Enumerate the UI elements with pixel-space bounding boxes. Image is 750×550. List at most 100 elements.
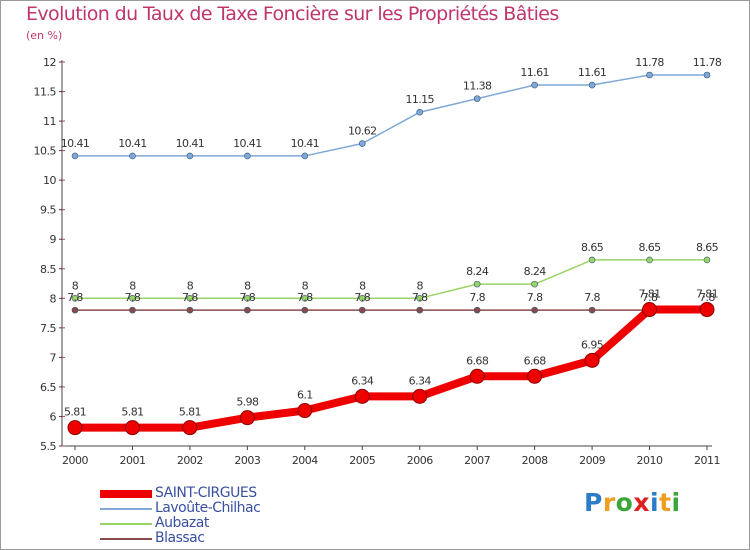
legend-swatch (100, 538, 152, 540)
data-label: 10.41 (233, 137, 262, 150)
data-point (358, 306, 366, 314)
x-tick-label: 2010 (637, 454, 663, 467)
data-point (469, 368, 485, 384)
data-point (531, 81, 538, 89)
x-tick-label: 2011 (694, 454, 720, 467)
chart-title: Evolution du Taux de Taxe Foncière sur l… (26, 3, 559, 25)
data-label: 7.8 (699, 291, 715, 304)
data-point (124, 420, 140, 436)
y-tick-label: 5.5 (40, 440, 56, 453)
data-label: 8.24 (466, 265, 489, 278)
data-point (642, 302, 658, 318)
data-label: 7.8 (584, 291, 600, 304)
data-label: 7.81 (638, 288, 660, 301)
data-label: 10.41 (176, 137, 205, 150)
data-label: 6.68 (466, 354, 489, 367)
data-point (588, 306, 596, 314)
data-point (182, 420, 198, 436)
y-tick-label: 9 (50, 233, 57, 246)
series-line (75, 305, 707, 432)
data-point (703, 256, 711, 264)
y-tick-label: 6 (50, 410, 57, 423)
data-label: 5.81 (64, 406, 86, 419)
data-point (186, 295, 194, 302)
series-line (75, 74, 707, 157)
x-tick-label: 2007 (464, 454, 490, 467)
data-label: 6.34 (351, 374, 374, 387)
data-point (186, 306, 194, 314)
data-label: 7.8 (297, 291, 313, 304)
data-label: 7.8 (182, 291, 198, 304)
data-label: 6.95 (581, 338, 604, 351)
data-point (473, 95, 481, 102)
y-tick-label: 10 (43, 174, 56, 187)
data-label: 8 (244, 279, 251, 292)
data-label: 8 (359, 279, 366, 292)
data-label: 8 (302, 279, 309, 292)
x-tick-label: 2000 (62, 454, 88, 467)
x-tick-label: 2008 (522, 454, 548, 467)
x-tick-label: 2004 (292, 454, 318, 467)
data-point (244, 306, 251, 314)
logo-letter: x (633, 488, 650, 517)
y-tick-label: 6.5 (40, 381, 56, 394)
data-point (71, 152, 79, 160)
logo-letter: t (659, 488, 672, 517)
data-point (186, 152, 194, 160)
data-point (301, 306, 309, 314)
data-label: 11.61 (578, 66, 607, 79)
data-label: 7.8 (527, 291, 543, 304)
series-line (75, 259, 707, 300)
data-point (703, 71, 711, 79)
y-tick-label: 11.5 (34, 86, 57, 99)
legend-swatch (100, 523, 152, 525)
y-axis-unit: (en %) (26, 29, 63, 42)
data-point (239, 410, 255, 426)
data-label: 7.8 (412, 291, 428, 304)
data-point (244, 152, 251, 160)
data-label: 5.98 (236, 396, 259, 409)
data-label: 11.61 (520, 66, 549, 79)
legend-label: Aubazat (155, 515, 209, 531)
logo-letter: i (650, 488, 660, 517)
y-tick-label: 7 (50, 351, 57, 364)
data-point (67, 420, 83, 436)
data-point (588, 81, 596, 89)
logo-letter: P (584, 488, 603, 517)
data-point (416, 108, 424, 116)
data-point (646, 71, 653, 79)
data-point (416, 306, 424, 314)
x-tick-label: 2006 (407, 454, 433, 467)
data-label: 7.8 (67, 291, 83, 304)
data-label: 5.81 (179, 406, 201, 419)
data-point (301, 152, 309, 160)
data-point (412, 388, 428, 404)
legend-label: SAINT-CIRGUES (155, 485, 257, 501)
data-label: 7.8 (642, 291, 658, 304)
data-label: 7.8 (354, 291, 370, 304)
data-point (588, 256, 596, 264)
legend-swatch (100, 490, 152, 498)
y-tick-label: 8 (50, 292, 57, 305)
logo-letter: o (615, 488, 634, 517)
proxiti-logo: Proxiti (584, 488, 681, 517)
data-label: 10.41 (291, 137, 320, 150)
data-point (584, 352, 600, 368)
x-tick-label: 2005 (349, 454, 375, 467)
legend-label: Blassac (155, 530, 205, 546)
y-tick-label: 12 (43, 56, 56, 69)
data-label: 8.65 (638, 241, 661, 254)
data-point (473, 306, 481, 314)
data-point (358, 295, 366, 302)
data-label: 10.41 (118, 137, 147, 150)
y-tick-label: 9.5 (40, 204, 56, 217)
data-point (129, 306, 136, 314)
data-point (531, 280, 538, 288)
data-label: 7.8 (125, 291, 141, 304)
y-tick-label: 11 (43, 115, 56, 128)
data-label: 6.34 (409, 374, 432, 387)
data-label: 11.38 (463, 80, 492, 93)
data-point (129, 152, 136, 160)
data-point (699, 302, 715, 318)
